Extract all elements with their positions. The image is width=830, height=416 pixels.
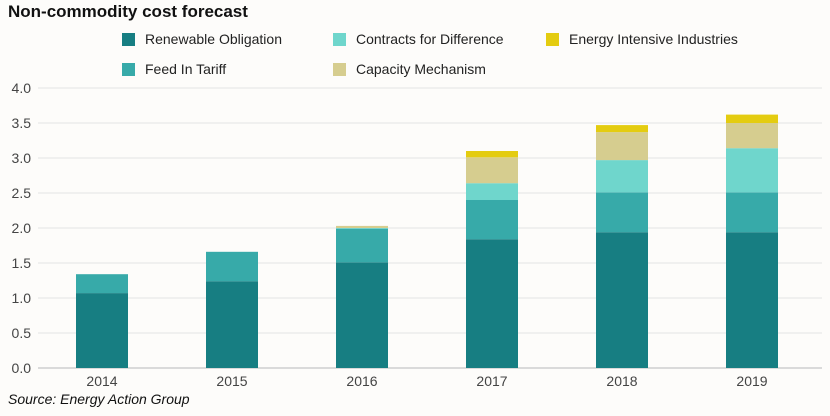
x-axis-ticks: 2014 2015 2016 2017 2018 2019 xyxy=(86,373,767,389)
x-tick-label: 2019 xyxy=(736,373,767,389)
bar-segment-capacity-mechanism-2019 xyxy=(726,123,778,149)
legend-item-contracts-for-difference: Contracts for Difference xyxy=(333,31,504,47)
legend-label: Contracts for Difference xyxy=(356,31,504,47)
legend-item-renewable-obligation: Renewable Obligation xyxy=(122,31,282,47)
bar-segment-feed-in-tariff-2014 xyxy=(76,274,128,294)
bar-segment-contracts-for-difference-2017 xyxy=(466,183,518,200)
bar-segment-renewable-obligation-2017 xyxy=(466,239,518,368)
legend-item-feed-in-tariff: Feed In Tariff xyxy=(122,61,226,77)
bar-segment-renewable-obligation-2019 xyxy=(726,232,778,368)
y-tick-label: 1.5 xyxy=(12,255,32,271)
y-tick-label: 2.0 xyxy=(12,220,32,236)
y-tick-label: 4.0 xyxy=(12,80,32,96)
y-tick-label: 0.0 xyxy=(12,360,32,376)
x-tick-label: 2015 xyxy=(216,373,247,389)
legend-swatch xyxy=(122,32,135,46)
x-tick-label: 2014 xyxy=(86,373,117,389)
y-axis-ticks: 0.0 0.5 1.0 1.5 2.0 2.5 3.0 3.5 4.0 xyxy=(12,80,32,376)
legend-swatch xyxy=(333,62,346,76)
y-tick-label: 1.0 xyxy=(12,290,32,306)
legend-item-capacity-mechanism: Capacity Mechanism xyxy=(333,61,486,77)
bar-segment-feed-in-tariff-2018 xyxy=(596,192,648,233)
x-tick-label: 2018 xyxy=(606,373,637,389)
bar-segment-renewable-obligation-2016 xyxy=(336,262,388,368)
bar-segment-energy-intensive-industries-2019 xyxy=(726,114,778,123)
chart-legend: Renewable Obligation Feed In Tariff Cont… xyxy=(0,0,830,90)
bar-segment-capacity-mechanism-2016 xyxy=(336,225,388,228)
bar-segment-contracts-for-difference-2019 xyxy=(726,148,778,193)
legend-swatch xyxy=(333,32,346,46)
legend-label: Renewable Obligation xyxy=(145,31,282,47)
bar-segment-feed-in-tariff-2019 xyxy=(726,192,778,233)
bar-segment-capacity-mechanism-2017 xyxy=(466,157,518,184)
bar-segment-contracts-for-difference-2016 xyxy=(336,228,388,229)
y-tick-label: 3.5 xyxy=(12,115,32,131)
bar-segment-feed-in-tariff-2015 xyxy=(206,251,258,282)
bar-segment-feed-in-tariff-2017 xyxy=(466,200,518,240)
legend-label: Energy Intensive Industries xyxy=(569,31,738,47)
bar-segment-capacity-mechanism-2018 xyxy=(596,132,648,161)
legend-swatch xyxy=(546,32,559,46)
bar-segment-energy-intensive-industries-2018 xyxy=(596,125,648,133)
bar-segment-energy-intensive-industries-2017 xyxy=(466,151,518,158)
y-tick-label: 2.5 xyxy=(12,185,32,201)
bar-segment-renewable-obligation-2018 xyxy=(596,232,648,368)
bar-segment-contracts-for-difference-2018 xyxy=(596,160,648,193)
y-tick-label: 3.0 xyxy=(12,150,32,166)
bar-segment-renewable-obligation-2015 xyxy=(206,281,258,368)
bars xyxy=(76,114,778,368)
chart-title: Non-commodity cost forecast xyxy=(8,2,248,21)
gridlines xyxy=(38,87,822,369)
bar-segment-feed-in-tariff-2016 xyxy=(336,228,388,263)
bar-segment-renewable-obligation-2014 xyxy=(76,293,128,368)
legend-item-energy-intensive-industries: Energy Intensive Industries xyxy=(546,31,738,47)
legend-swatch xyxy=(122,62,135,76)
legend-label: Feed In Tariff xyxy=(145,61,227,77)
source-note: Source: Energy Action Group xyxy=(8,391,190,407)
x-tick-label: 2017 xyxy=(476,373,507,389)
y-tick-label: 0.5 xyxy=(12,325,32,341)
x-tick-label: 2016 xyxy=(346,373,377,389)
legend-label: Capacity Mechanism xyxy=(356,61,486,77)
